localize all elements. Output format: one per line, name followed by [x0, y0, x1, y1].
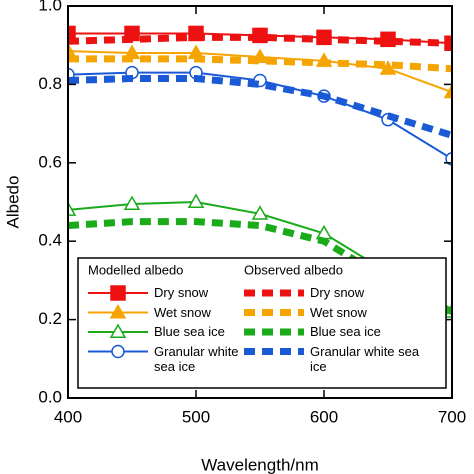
plot-area	[68, 25, 452, 318]
legend-box	[77, 257, 447, 389]
legend-label-box: Wet snow	[154, 304, 211, 320]
x-tick-label: 500	[182, 407, 210, 426]
legend-label: Blue sea ice	[310, 324, 381, 339]
legend-label: Granular white sea ice	[310, 343, 420, 374]
x-tick-label: 700	[438, 407, 466, 426]
y-tick-label: 1.0	[38, 0, 62, 14]
y-tick-label: 0.8	[38, 74, 62, 93]
legend-label: Blue sea ice	[154, 324, 225, 339]
x-tick-label: 400	[54, 407, 82, 426]
x-axis-label: Wavelength/nm	[201, 455, 318, 474]
y-tick-label: 0.2	[38, 309, 62, 328]
legend-label: Dry snow	[310, 285, 365, 300]
legend-label-box: Blue sea ice	[310, 324, 381, 339]
legend-label: Granular white sea ice	[154, 343, 239, 374]
legend-label-box: Wet snow	[310, 304, 367, 320]
marker	[111, 344, 125, 359]
marker	[445, 152, 452, 166]
observed-line	[68, 55, 452, 73]
legend-label: Wet snow	[310, 304, 367, 320]
y-tick-label: 0.4	[38, 231, 62, 250]
y-tick-label: 0.0	[38, 387, 62, 406]
legend: Modelled albedo Observed albedo Dry snow We…	[77, 257, 447, 389]
marker	[251, 205, 269, 220]
marker	[68, 201, 77, 216]
legend-label-box: Granular white sea ice	[310, 343, 420, 374]
marker	[68, 25, 76, 42]
legend-label-box: Dry snow	[310, 285, 365, 300]
legend-title: Modelled albedo	[88, 262, 183, 277]
plot-frame	[67, 5, 453, 399]
legend-label-box: Dry snow	[154, 285, 209, 300]
marker	[68, 42, 77, 58]
marker	[187, 193, 205, 208]
legend-title: Observed albedo	[244, 262, 343, 277]
marker	[110, 285, 126, 301]
legend-label: Wet snow	[154, 304, 211, 320]
marker	[109, 303, 127, 319]
marker	[443, 83, 452, 99]
marker	[109, 323, 127, 338]
y-axis-label: Albedo	[3, 176, 22, 229]
y-tick-label: 0.6	[38, 152, 62, 171]
marker	[123, 195, 141, 210]
legend-label-box: Blue sea ice	[154, 324, 225, 339]
x-tick-label: 600	[310, 407, 338, 426]
legend-label: Dry snow	[154, 285, 209, 300]
observed-line	[68, 33, 452, 47]
observed-line	[68, 75, 452, 139]
legend-label-box: Granular white sea ice	[154, 343, 239, 374]
